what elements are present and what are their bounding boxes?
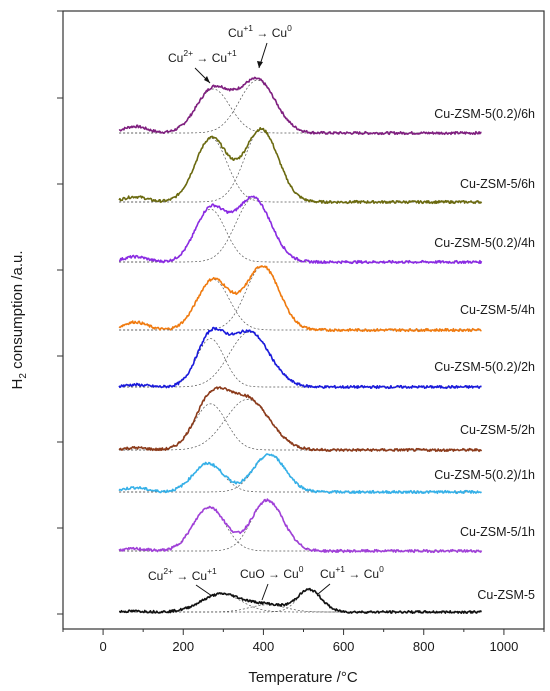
- annotation-cu2-to-cu1-bottom: Cu2+ → Cu+1: [148, 566, 217, 597]
- fit-peak-curve: [119, 88, 482, 134]
- annotation-cu1-to-cu0-top: Cu+1 → Cu0: [228, 23, 292, 69]
- x-tick-label: 600: [333, 639, 355, 654]
- fit-peak-curve: [119, 79, 482, 134]
- series-label: Cu-ZSM-5(0.2)/2h: [434, 360, 535, 374]
- series-label: Cu-ZSM-5(0.2)/1h: [434, 468, 535, 482]
- annotation-label: CuO → Cu0: [240, 564, 304, 581]
- x-tick-label: 1000: [489, 639, 518, 654]
- x-tick-label: 0: [99, 639, 106, 654]
- series-line: [118, 76, 482, 136]
- series-line: [118, 265, 482, 333]
- series-label: Cu-ZSM-5(0.2)/6h: [434, 107, 535, 121]
- series-line: [118, 326, 482, 390]
- fit-peak-curve: [119, 129, 482, 203]
- series-line: [118, 386, 483, 453]
- fit-peak-curve: [119, 208, 482, 263]
- annotation-label: Cu2+ → Cu+1: [148, 566, 217, 583]
- annotation-label: Cu+1 → Cu0: [228, 23, 292, 40]
- annotation-cu2-to-cu1-top: Cu2+ → Cu+1: [168, 48, 237, 84]
- x-tick-label: 800: [413, 639, 435, 654]
- annotation-arrow: [317, 583, 331, 595]
- y-axis-ticks: [57, 10, 63, 615]
- x-tick-label: 200: [172, 639, 194, 654]
- fit-peak-curve: [119, 403, 482, 451]
- series-line: [118, 127, 483, 205]
- fit-peak-curve: [119, 331, 482, 388]
- annotation-arrow-head: [257, 61, 263, 68]
- annotation-label: Cu+1 → Cu0: [320, 564, 384, 581]
- annotation-arrow: [261, 583, 269, 601]
- annotation-cu1-to-cu0-bottom: Cu+1 → Cu0: [317, 564, 384, 595]
- annotation-arrow-head: [204, 76, 210, 83]
- series-label: Cu-ZSM-5/6h: [460, 177, 535, 191]
- annotation-cuo-to-cu0-bottom: CuO → Cu0: [240, 564, 304, 601]
- series-line: [118, 498, 483, 554]
- fit-peak-curve: [119, 399, 482, 451]
- fit-peak-curve: [119, 593, 482, 613]
- fit-peak-curve: [119, 197, 482, 263]
- x-axis-ticks: 0 200 400 600 800 1000: [62, 629, 545, 654]
- series-line: [119, 587, 483, 614]
- annotation-label: Cu2+ → Cu+1: [168, 48, 237, 65]
- series-label: Cu-ZSM-5/2h: [460, 423, 535, 437]
- fit-peak-curve: [119, 500, 482, 552]
- series-label: Cu-ZSM-5/4h: [460, 303, 535, 317]
- x-tick-label: 400: [253, 639, 275, 654]
- series-labels: Cu-ZSM-5(0.2)/6h Cu-ZSM-5/6h Cu-ZSM-5(0.2)…: [434, 107, 535, 602]
- series-line: [119, 195, 483, 265]
- series-label: Cu-ZSM-5(0.2)/4h: [434, 236, 535, 250]
- fit-peak-curve: [119, 338, 482, 388]
- y-axis-title: H2 consumption /a.u.: [9, 251, 29, 390]
- series-label: Cu-ZSM-5/1h: [460, 525, 535, 539]
- series-label: Cu-ZSM-5: [477, 588, 535, 602]
- series-layer: [118, 76, 483, 614]
- x-axis-title: Temperature /°C: [248, 669, 358, 686]
- fit-peak-curve: [119, 265, 482, 331]
- annotation-arrow: [195, 584, 213, 597]
- series-line: [118, 453, 482, 495]
- fit-peak-curve: [119, 279, 482, 331]
- fit-peak-curve: [119, 137, 482, 203]
